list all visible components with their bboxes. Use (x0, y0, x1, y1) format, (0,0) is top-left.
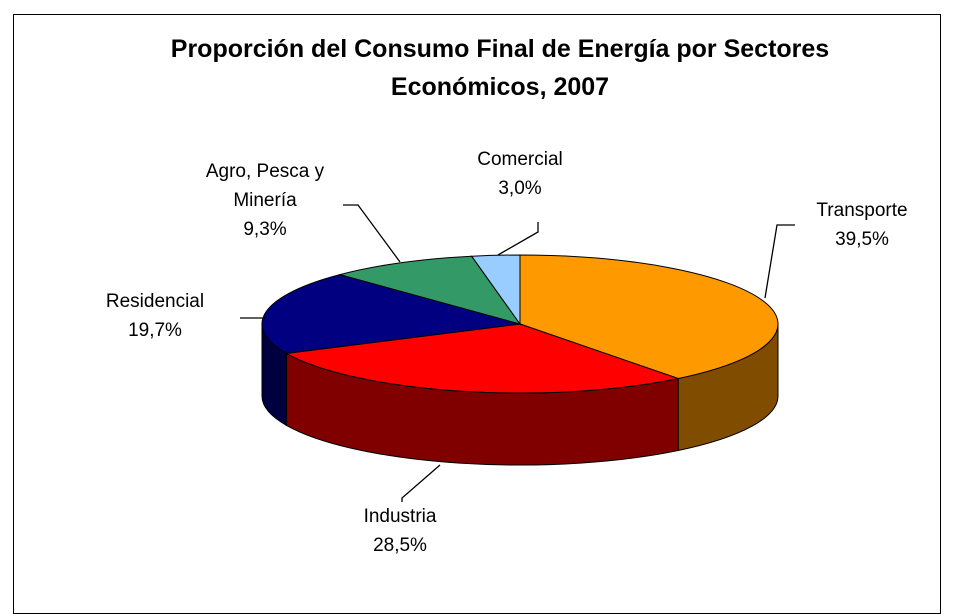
value-label: 9,3% (243, 219, 287, 240)
pie-slice (337, 255, 522, 325)
value-label: 3,0% (498, 178, 542, 199)
category-label: Transporte (816, 200, 908, 221)
value-label: 28,5% (373, 535, 427, 556)
pie-slice (261, 274, 521, 354)
category-label: Residencial (105, 291, 205, 312)
leader-line (343, 204, 401, 263)
slice-label: Residencial 19,7% (80, 287, 230, 345)
leader-lines (240, 204, 795, 502)
value-label: 19,7% (128, 320, 182, 341)
category-label: Industria (363, 506, 437, 527)
category-label: Agro, Pesca y Minería (205, 161, 325, 211)
leader-line (764, 224, 795, 299)
category-label: Comercial (477, 149, 563, 170)
slice-label: Transporte 39,5% (792, 196, 932, 254)
leader-line (497, 222, 539, 256)
slice-label: Comercial 3,0% (450, 145, 590, 203)
pie-slice (470, 254, 521, 326)
pie-slice (519, 254, 779, 380)
leader-line (401, 464, 441, 502)
slice-label: Industria 28,5% (330, 502, 470, 560)
pie-plot (240, 204, 795, 502)
slice-label: Agro, Pesca y Minería 9,3% (190, 157, 340, 244)
chart: Proporción del Consumo Final de Energía … (13, 14, 941, 614)
chart-title: Proporción del Consumo Final de Energía … (170, 35, 830, 101)
value-label: 39,5% (835, 229, 889, 250)
